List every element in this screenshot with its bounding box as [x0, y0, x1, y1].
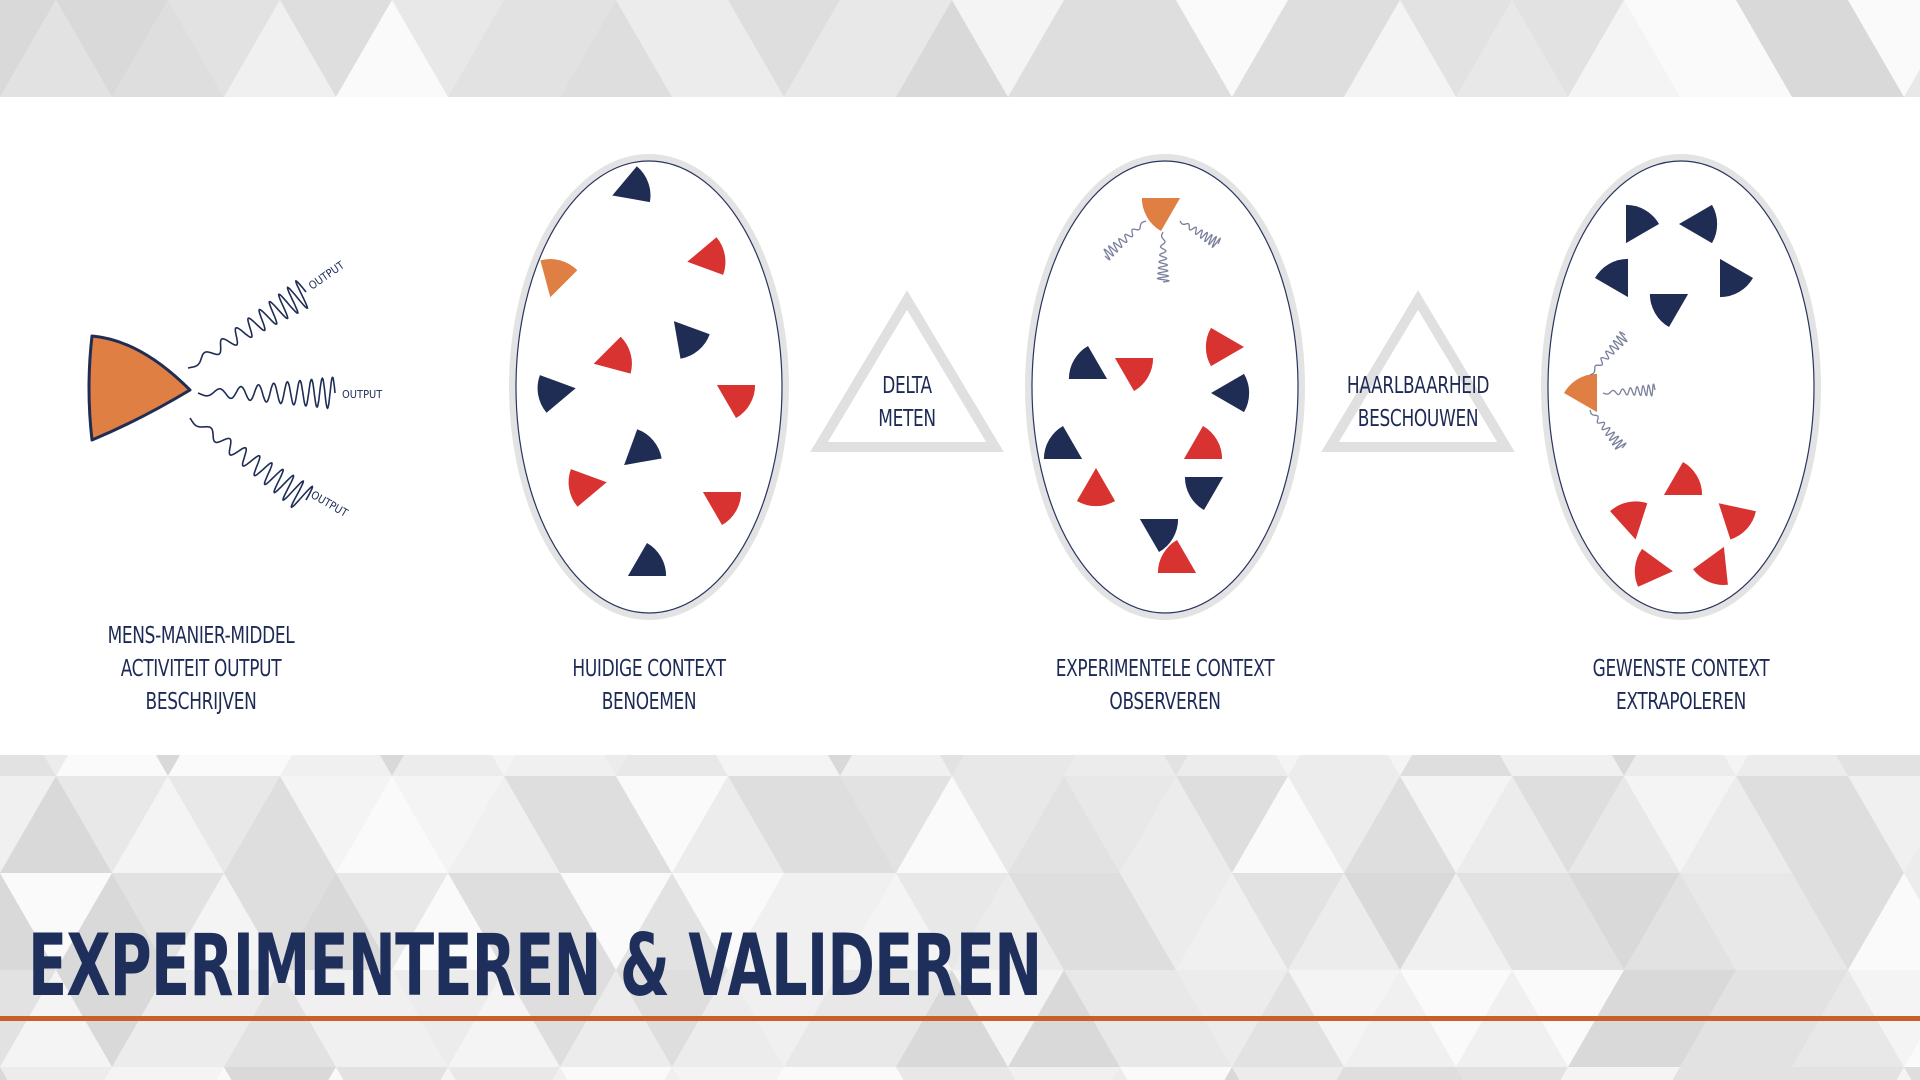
experimental-context-pieces [1043, 198, 1250, 573]
red-piece [1693, 546, 1728, 586]
navy-piece [627, 543, 667, 576]
red-piece [1610, 501, 1648, 540]
orange-piece [1564, 373, 1597, 413]
red-piece [1076, 468, 1116, 507]
page-title: EXPERIMENTEREN & VALIDEREN [28, 916, 1042, 1016]
red-piece [1183, 426, 1223, 459]
navy-piece [612, 166, 651, 203]
step-caption-experimental: EXPERIMENTELE CONTEXT OBSERVEREN [1055, 656, 1275, 715]
red-piece [1157, 540, 1197, 573]
red-piece [1114, 358, 1154, 391]
navy-piece [1211, 373, 1250, 413]
orange-piece [540, 259, 578, 298]
desired-context-ellipse [1541, 154, 1821, 620]
output-wave-top [187, 280, 309, 369]
navy-piece [1139, 519, 1179, 552]
red-piece [1718, 503, 1756, 540]
experimental-context-ellipse [1025, 154, 1305, 620]
navy-piece [673, 321, 710, 359]
red-piece [1205, 327, 1244, 367]
navy-piece [624, 429, 662, 466]
delta-triangle [810, 290, 1004, 452]
desired-wave-up [1589, 331, 1628, 376]
current-context-ellipse [509, 154, 789, 620]
step-caption-describe: MENS-MANIER-MIDDEL ACTIVITEIT OUTPUT BESCH… [107, 623, 295, 715]
red-piece [702, 492, 742, 525]
desired-wave-down [1589, 409, 1627, 450]
probe-wave-down [1156, 231, 1170, 283]
navy-piece [1679, 204, 1718, 244]
haalbaarheid-label: HAARLBAARHEID BESCHOUWEN [1346, 373, 1490, 432]
navy-piece [1068, 346, 1108, 379]
haalbaarheid-triangle [1321, 290, 1515, 452]
navy-piece [1043, 426, 1083, 459]
navy-piece [1595, 258, 1628, 298]
red-piece [716, 385, 756, 418]
desired-context-pieces [1564, 204, 1756, 587]
output-wave-middle [197, 376, 336, 410]
step-caption-desired: GEWENSTE CONTEXT EXTRAPOLEREN [1592, 656, 1770, 715]
step-caption-current: HUIDIGE CONTEXT BENOEMEN [572, 656, 726, 715]
red-piece [1663, 462, 1703, 495]
probe-wave-right [1179, 220, 1221, 248]
navy-piece [1626, 204, 1659, 244]
delta-label: DELTA METEN [878, 373, 936, 432]
red-piece [1634, 548, 1673, 587]
navy-piece [1649, 294, 1689, 327]
agent-shape [87, 334, 192, 442]
title-underline [0, 1016, 1920, 1021]
red-piece [568, 469, 607, 507]
probe-wave-left [1103, 220, 1147, 261]
current-context-pieces [537, 166, 756, 576]
output-label-bottom: OUTPUT [309, 488, 351, 520]
output-label-top: OUTPUT [306, 258, 347, 292]
output-wave-bottom [189, 417, 314, 509]
red-piece [687, 237, 726, 275]
red-piece [593, 336, 632, 374]
navy-piece [1184, 477, 1224, 510]
desired-wave-right [1602, 383, 1656, 397]
navy-piece [537, 375, 576, 413]
orange-piece [1141, 198, 1181, 231]
agent-with-outputs: OUTPUT OUTPUT OUTPUT [87, 258, 383, 520]
output-label-middle: OUTPUT [342, 388, 383, 401]
navy-piece [1720, 258, 1753, 298]
